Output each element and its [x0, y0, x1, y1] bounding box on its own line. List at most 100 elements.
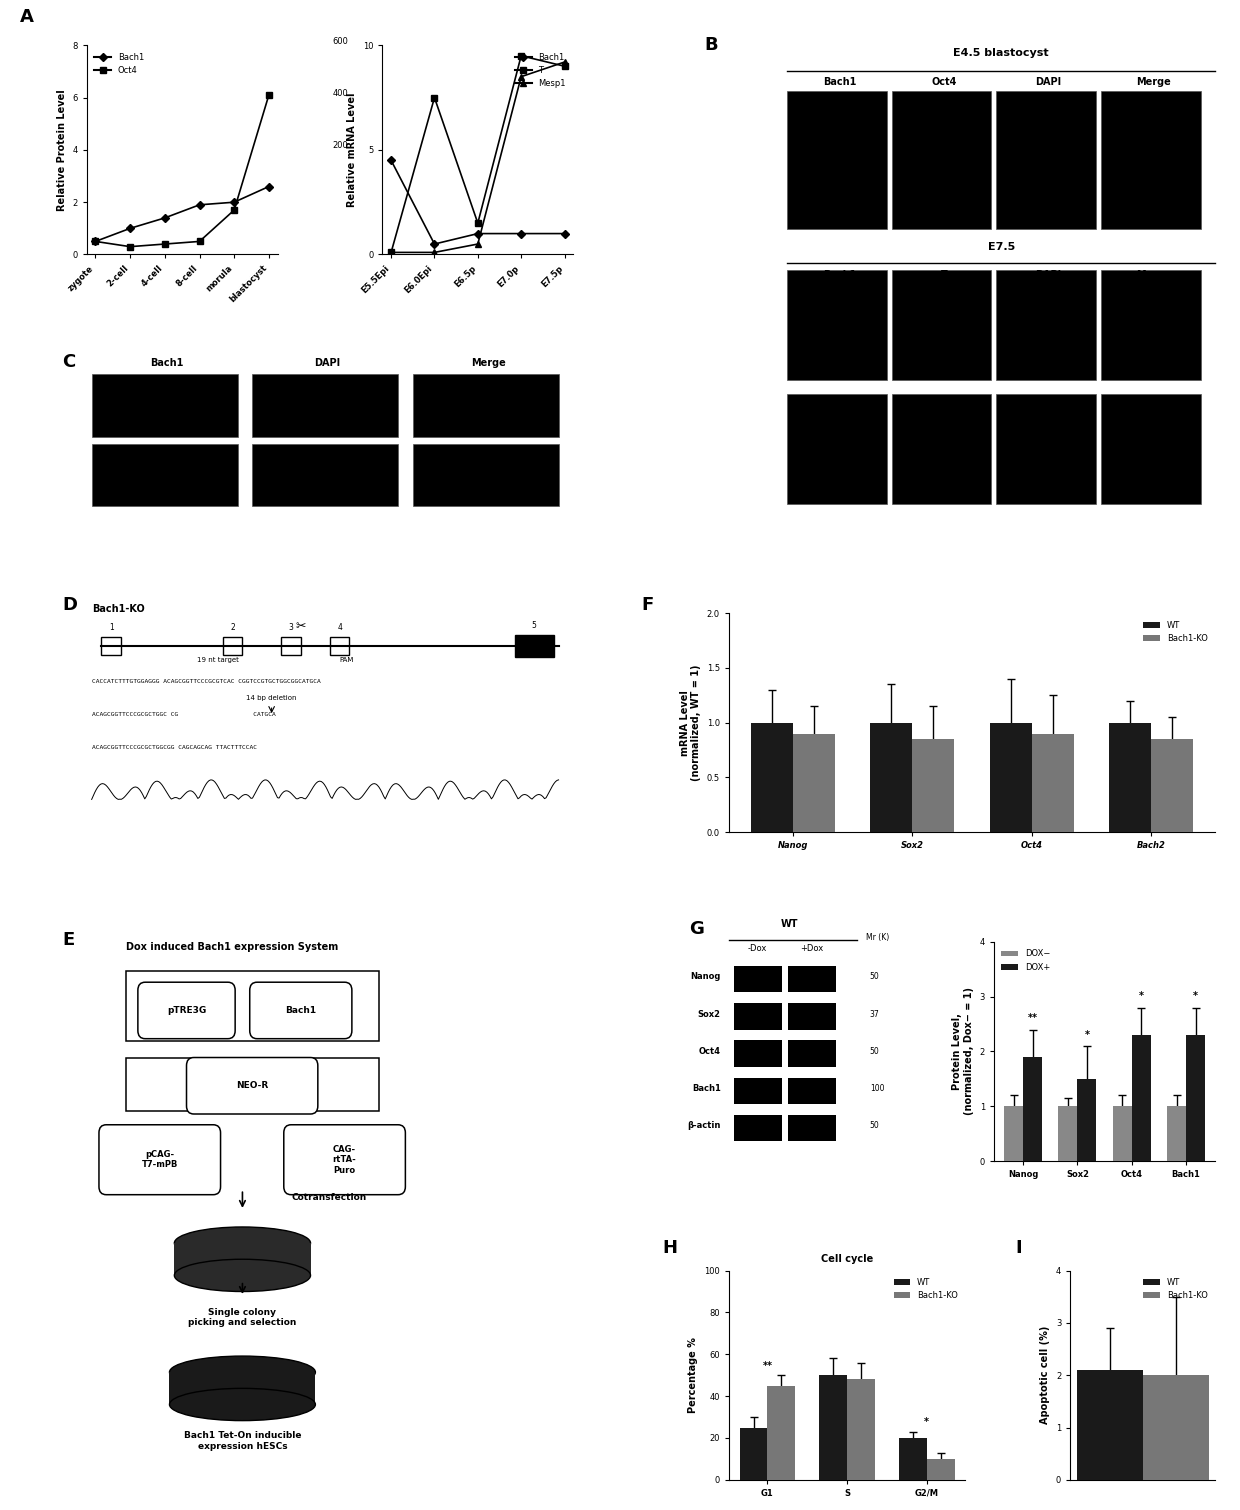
Text: PAM: PAM [340, 657, 355, 663]
Text: Cotransfection: Cotransfection [291, 1193, 366, 1202]
Y-axis label: Apoptotic cell (%): Apoptotic cell (%) [1040, 1326, 1050, 1424]
Bar [734, 1040, 781, 1066]
Text: E: E [62, 932, 74, 950]
Bar [751, 723, 792, 832]
Text: Merge: Merge [1136, 77, 1171, 88]
Bar [1112, 1107, 1132, 1161]
Bar [330, 637, 350, 655]
FancyBboxPatch shape [186, 1057, 317, 1114]
Text: Bach1: Bach1 [823, 77, 856, 88]
Text: ✂: ✂ [295, 619, 306, 633]
Text: 50: 50 [869, 1046, 879, 1055]
Bar [926, 1459, 955, 1480]
Text: B: B [704, 36, 718, 54]
Bar [734, 1078, 781, 1104]
Bar [870, 723, 913, 832]
Bar [1101, 394, 1200, 503]
Text: +Dox: +Dox [801, 944, 823, 953]
Bar [1059, 1107, 1078, 1161]
Bar [892, 91, 992, 228]
Text: A: A [20, 8, 33, 26]
Y-axis label: Relative mRNA Level: Relative mRNA Level [347, 92, 357, 207]
Bar [1167, 1107, 1187, 1161]
Text: ACAGCGGTTCCCGCGCTGGC CG                    CATGCA: ACAGCGGTTCCCGCGCTGGC CG CATGCA [92, 711, 275, 717]
Text: **: ** [763, 1361, 773, 1371]
Text: 14 bp deletion: 14 bp deletion [247, 695, 296, 701]
Ellipse shape [175, 1259, 310, 1291]
Y-axis label: mRNA Level
(normalized, WT = 1): mRNA Level (normalized, WT = 1) [680, 664, 701, 781]
Text: I: I [1016, 1240, 1022, 1258]
Bar [899, 1438, 926, 1480]
Text: *: * [924, 1418, 929, 1427]
Text: *: * [1138, 992, 1143, 1001]
Text: ACAGCGGTTCCCGCGCTGGCGG CAGCAGCAG TTACTTTCCAC: ACAGCGGTTCCCGCGCTGGCGG CAGCAGCAG TTACTTT… [92, 744, 257, 749]
Text: Bach1: Bach1 [285, 1006, 316, 1015]
Text: 200: 200 [332, 142, 348, 149]
Bar [734, 1003, 781, 1030]
Bar [892, 270, 992, 381]
Bar [1004, 1107, 1023, 1161]
Text: CACCATCTTTGTGGAGGG ACAGCGGTTCCCGCGTCAC CGGTCCGTGCTGGCGGCATGCA: CACCATCTTTGTGGAGGG ACAGCGGTTCCCGCGTCAC C… [92, 680, 320, 684]
Bar [1187, 1034, 1205, 1161]
Bar [1076, 1370, 1143, 1480]
FancyBboxPatch shape [99, 1125, 221, 1194]
Text: 100: 100 [869, 1084, 884, 1093]
Text: 600: 600 [332, 36, 348, 45]
Bar [1110, 723, 1151, 832]
Bar [789, 1003, 836, 1030]
Text: Oct4: Oct4 [931, 77, 957, 88]
Bar [787, 270, 887, 381]
Text: Oct4: Oct4 [699, 1046, 720, 1055]
Ellipse shape [175, 1228, 310, 1259]
Text: C: C [62, 353, 76, 371]
Legend: WT, Bach1-KO: WT, Bach1-KO [1140, 618, 1211, 646]
Text: Single colony
picking and selection: Single colony picking and selection [188, 1308, 296, 1327]
Legend: Bach1, Oct4: Bach1, Oct4 [91, 50, 148, 79]
Text: β-actin: β-actin [687, 1122, 720, 1131]
Bar [170, 1373, 315, 1404]
Bar [413, 374, 558, 436]
FancyBboxPatch shape [249, 982, 352, 1039]
Text: G: G [688, 920, 703, 938]
Bar [1101, 91, 1200, 228]
Bar [792, 734, 835, 832]
Bar [734, 1114, 781, 1142]
Bar [515, 636, 554, 657]
Bar [252, 444, 398, 506]
Title: Cell cycle: Cell cycle [821, 1255, 873, 1264]
Bar [413, 444, 558, 506]
Bar [734, 966, 781, 992]
Legend: DOX−, DOX+: DOX−, DOX+ [998, 947, 1054, 975]
Bar [996, 394, 1096, 503]
Text: T: T [941, 270, 947, 279]
Text: 3: 3 [289, 622, 294, 631]
Bar [820, 1376, 847, 1480]
Text: E4.5 blastocyst: E4.5 blastocyst [954, 48, 1049, 57]
Bar [847, 1380, 875, 1480]
Ellipse shape [170, 1388, 315, 1421]
Bar [125, 1057, 378, 1111]
Text: 50: 50 [869, 972, 879, 982]
Legend: WT, Bach1-KO: WT, Bach1-KO [1140, 1274, 1211, 1303]
Bar [102, 637, 120, 655]
Text: F: F [641, 595, 653, 613]
Bar [996, 270, 1096, 381]
Bar [92, 374, 238, 436]
Text: *: * [1085, 1030, 1090, 1040]
Text: DAPI: DAPI [1035, 77, 1061, 88]
Bar [787, 394, 887, 503]
Text: Bach1: Bach1 [692, 1084, 720, 1093]
Text: 5: 5 [532, 621, 537, 630]
Text: Sox2: Sox2 [698, 1010, 720, 1019]
Text: pTRE3G: pTRE3G [167, 1006, 206, 1015]
Text: 4: 4 [337, 622, 342, 631]
Bar [92, 444, 238, 506]
Text: Bach1: Bach1 [150, 358, 184, 368]
Text: 400: 400 [332, 89, 348, 98]
Text: WT: WT [781, 918, 799, 929]
Text: Nanog: Nanog [691, 972, 720, 982]
Text: 2: 2 [231, 622, 236, 631]
Text: Mr (K): Mr (K) [867, 933, 889, 942]
Bar [1132, 1034, 1151, 1161]
Bar [768, 1386, 795, 1480]
